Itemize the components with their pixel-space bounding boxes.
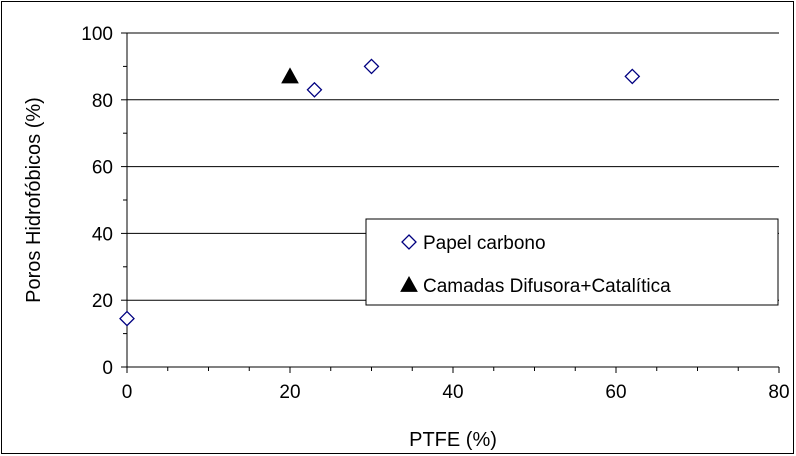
legend-label: Papel carbono	[423, 233, 546, 254]
data-points	[119, 58, 641, 327]
legend: Papel carbono Camadas Difusora+Catalítica	[365, 218, 779, 306]
y-tick-label: 0	[102, 358, 113, 379]
y-axis-title: Poros Hidrofóbicos (%)	[23, 97, 45, 303]
x-tick-label: 0	[122, 382, 133, 403]
data-point	[363, 58, 380, 75]
x-tick-label: 20	[279, 382, 300, 403]
y-tick-label: 80	[92, 91, 113, 112]
x-tick-label: 60	[605, 382, 626, 403]
x-axis-title: PTFE (%)	[409, 429, 497, 451]
data-point	[624, 68, 641, 85]
x-tick-label: 80	[768, 382, 789, 403]
legend-label: Camadas Difusora+Catalítica	[423, 276, 671, 297]
x-tick-label: 40	[442, 382, 463, 403]
legend-box	[365, 218, 779, 306]
legend-marker	[400, 275, 418, 292]
data-point	[306, 81, 323, 98]
y-tick-label: 60	[92, 158, 113, 179]
legend-marker	[401, 234, 417, 250]
y-tick-label: 40	[92, 224, 113, 245]
y-tick-label: 20	[92, 291, 113, 312]
data-point	[281, 67, 299, 84]
y-tick-label: 100	[81, 24, 113, 45]
data-point	[119, 310, 135, 327]
